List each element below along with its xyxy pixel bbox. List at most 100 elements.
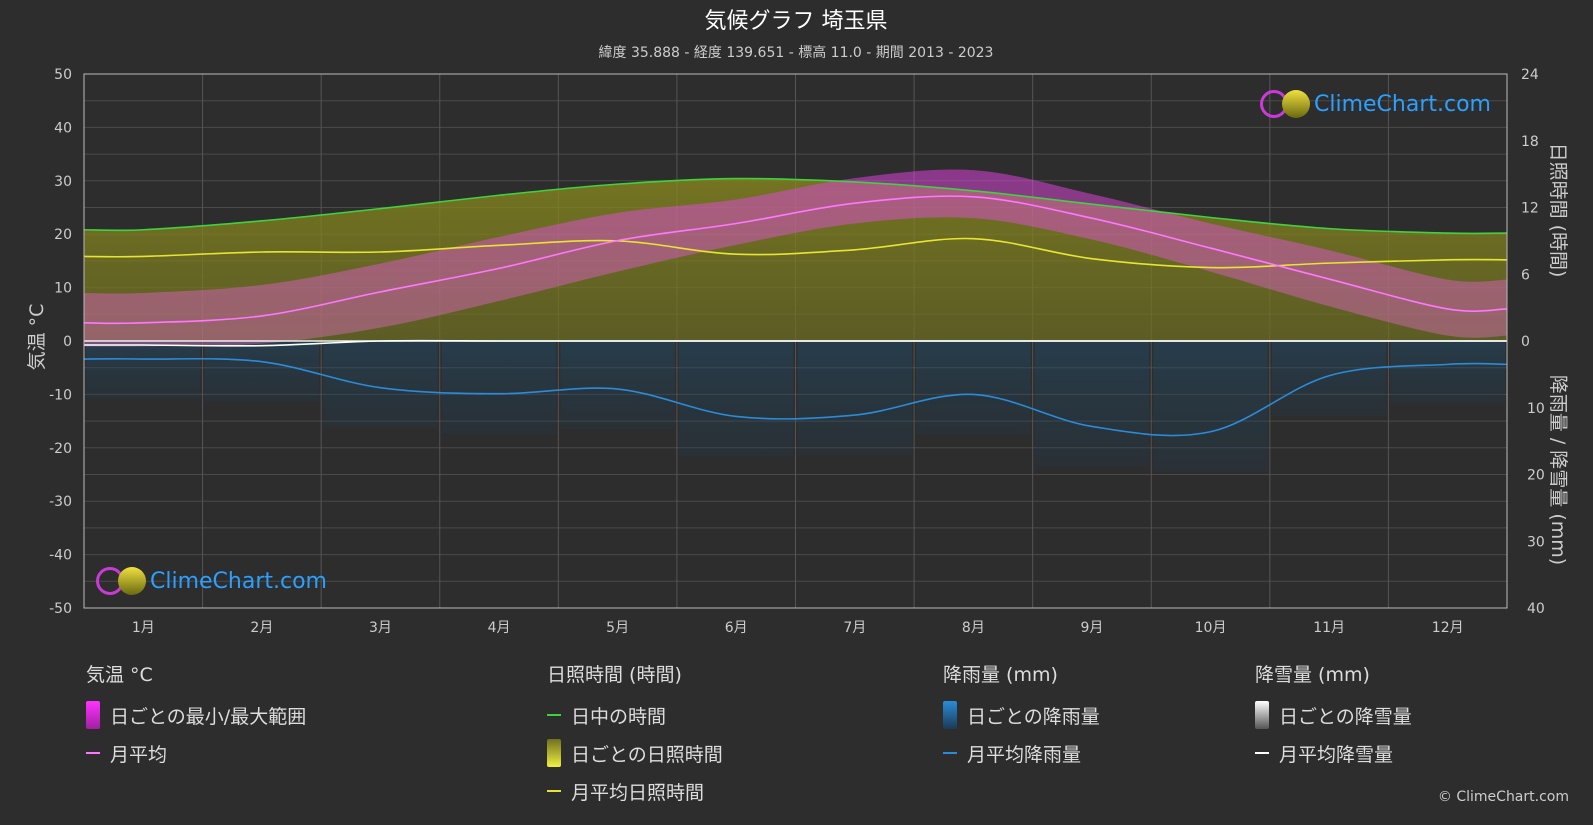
month-label: 7月 xyxy=(843,620,866,636)
legend-temp-range: 日ごとの最小/最大範囲 xyxy=(86,701,306,729)
left-axis-title: 気温 °C xyxy=(26,304,48,371)
rain-swatch-icon xyxy=(943,701,957,729)
rain-column xyxy=(1390,341,1505,405)
daylight-line xyxy=(83,177,1508,235)
right-tick-label-sunshine: 12 xyxy=(1521,201,1539,217)
legend-snow-daily-label: 日ごとの降雪量 xyxy=(1279,705,1412,728)
legend-rain-daily-label: 日ごとの降雨量 xyxy=(967,705,1100,728)
month-label: 12月 xyxy=(1432,620,1464,636)
climechart-logo-icon xyxy=(96,565,146,597)
rain-avg-line xyxy=(83,357,1508,437)
rain-column xyxy=(797,341,913,456)
temperature-avg-line xyxy=(83,195,1508,325)
right-tick-label-sunshine: 6 xyxy=(1521,267,1530,283)
left-tick-label: 50 xyxy=(54,67,72,83)
legend-temperature: 気温 °C 日ごとの最小/最大範囲 月平均 xyxy=(86,660,306,777)
rain-column xyxy=(1271,341,1387,416)
right-tick-label-precip: 10 xyxy=(1527,401,1545,417)
left-tick-label: 30 xyxy=(54,174,72,190)
snow-avg-line-icon xyxy=(1255,752,1269,754)
legend-rain-title: 降雨量 (mm) xyxy=(943,664,1058,686)
left-tick-label: -10 xyxy=(49,387,72,403)
left-tick-label: -40 xyxy=(49,548,72,564)
legend-temp-avg: 月平均 xyxy=(86,739,306,767)
legend-snow-avg-label: 月平均降雪量 xyxy=(1279,743,1394,766)
legend-sun-title: 日照時間 (時間) xyxy=(547,664,682,686)
temp-range-swatch-icon xyxy=(86,701,100,729)
rain-column xyxy=(86,341,201,400)
temp-avg-line-icon xyxy=(86,752,100,754)
legend-temp-range-label: 日ごとの最小/最大範囲 xyxy=(110,705,307,728)
plot-border xyxy=(83,73,1508,609)
right-tick-label-precip: 30 xyxy=(1527,534,1545,550)
watermark-top: ClimeChart.com xyxy=(1260,88,1491,120)
month-label: 9月 xyxy=(1080,620,1103,636)
left-tick-label: 10 xyxy=(54,281,72,297)
month-label: 2月 xyxy=(250,620,273,636)
month-label: 5月 xyxy=(606,620,629,636)
plot-area: 50 40 30 20 10 0 -10 -20 -30 -40 -50 24 18 12 6 0 10 20 30… xyxy=(49,67,1545,636)
legend-sun-avg-label: 月平均日照時間 xyxy=(571,781,705,804)
legend-rain: 降雨量 (mm) 日ごとの降雨量 月平均降雨量 xyxy=(943,660,1100,777)
daylight-line-icon xyxy=(547,714,561,716)
rain-column xyxy=(323,341,438,428)
legend-sun-daylight-label: 日中の時間 xyxy=(571,705,667,728)
sunshine-swatch-icon xyxy=(547,739,561,767)
legend-temp-title: 気温 °C xyxy=(86,664,153,686)
left-tick-label: -50 xyxy=(49,601,72,617)
rain-avg-line-icon xyxy=(943,752,957,754)
sunshine-avg-line xyxy=(83,237,1508,269)
chart-subtitle: 緯度 35.888 - 経度 139.651 - 標高 11.0 - 期間 20… xyxy=(599,44,994,61)
left-tick-label: 40 xyxy=(54,120,72,136)
legend-rain-daily: 日ごとの降雨量 xyxy=(943,701,1100,729)
right-tick-label-precip: 20 xyxy=(1527,468,1545,484)
copyright: © ClimeChart.com xyxy=(1437,789,1569,805)
month-label: 8月 xyxy=(962,620,985,636)
rain-column xyxy=(560,341,675,430)
snow-avg-line xyxy=(83,339,1507,347)
legend-rain-avg: 月平均降雨量 xyxy=(943,739,1100,767)
legend-sun-daily: 日ごとの日照時間 xyxy=(547,739,723,767)
month-label: 11月 xyxy=(1313,620,1345,636)
left-tick-label: 20 xyxy=(54,227,72,243)
left-tick-label: 0 xyxy=(63,334,72,350)
watermark-text: ClimeChart.com xyxy=(1314,91,1491,117)
left-tick-label: -30 xyxy=(49,494,72,510)
legend-snow: 降雪量 (mm) 日ごとの降雪量 月平均降雪量 xyxy=(1255,660,1412,777)
right-tick-label-precip: 40 xyxy=(1527,601,1545,617)
right-axis-title-sunshine: 日照時間 (時間) xyxy=(1547,143,1569,278)
rain-column xyxy=(204,341,320,402)
watermark-bottom: ClimeChart.com xyxy=(96,565,327,597)
right-tick-label-sunshine: 24 xyxy=(1521,67,1539,83)
legend-snow-avg: 月平均降雪量 xyxy=(1255,739,1412,767)
month-label: 1月 xyxy=(132,620,155,636)
legend-rain-avg-label: 月平均降雨量 xyxy=(967,743,1082,766)
rain-column xyxy=(916,341,1031,435)
rain-column xyxy=(441,341,557,434)
sunshine-avg-line-icon xyxy=(547,790,561,792)
legend-sunshine: 日照時間 (時間) 日中の時間 日ごとの日照時間 月平均日照時間 xyxy=(547,660,723,815)
temperature-range-band xyxy=(84,169,1507,347)
chart-title: 気候グラフ 埼玉県 xyxy=(705,9,888,34)
watermark-text: ClimeChart.com xyxy=(150,568,327,594)
legend-sun-daily-label: 日ごとの日照時間 xyxy=(571,743,723,766)
legend-sun-daylight: 日中の時間 xyxy=(547,701,723,729)
right-axis-title-precip: 降雨量 / 降雪量 (mm) xyxy=(1547,375,1569,565)
legend-temp-avg-label: 月平均 xyxy=(110,743,168,766)
snow-swatch-icon xyxy=(1255,701,1269,729)
legend-snow-daily: 日ごとの降雪量 xyxy=(1255,701,1412,729)
right-tick-label-sunshine: 18 xyxy=(1521,134,1539,150)
month-label: 6月 xyxy=(725,620,748,636)
climechart-logo-icon xyxy=(1260,88,1310,120)
legend-snow-title: 降雪量 (mm) xyxy=(1255,664,1370,686)
right-tick-label-sunshine: 0 xyxy=(1521,334,1530,350)
month-label: 10月 xyxy=(1195,620,1227,636)
rain-column xyxy=(1034,341,1150,467)
rain-column xyxy=(678,341,794,457)
month-label: 4月 xyxy=(488,620,511,636)
left-tick-label: -20 xyxy=(49,441,72,457)
legend-sun-avg: 月平均日照時間 xyxy=(547,777,723,805)
rain-column xyxy=(1153,341,1268,472)
month-label: 3月 xyxy=(369,620,392,636)
